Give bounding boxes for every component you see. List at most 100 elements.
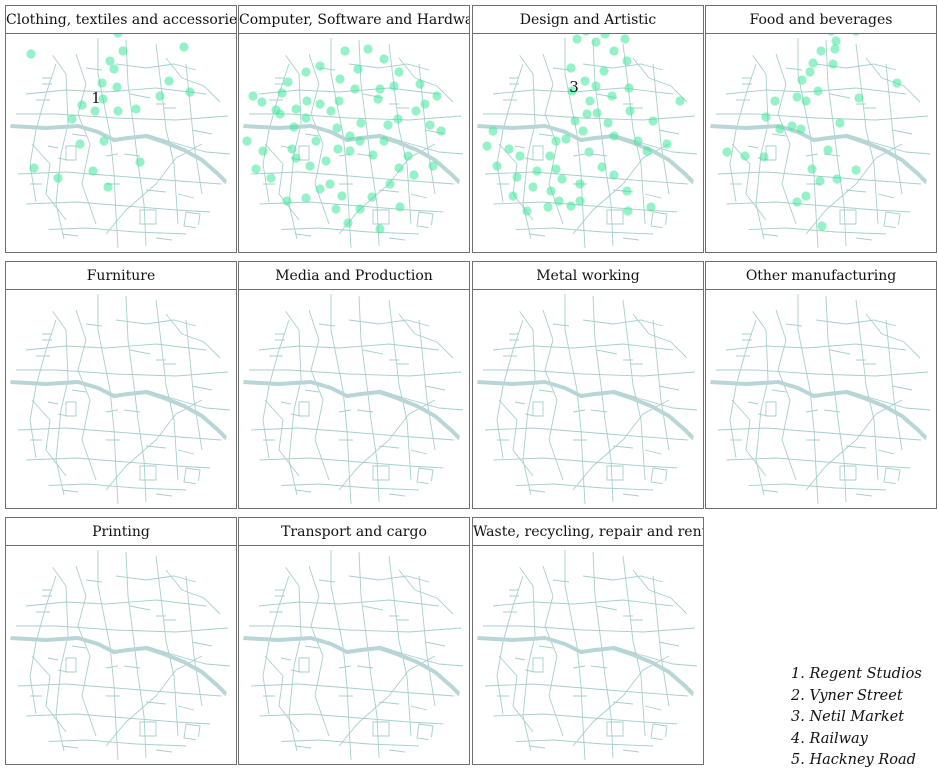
- map-metal: 4: [476, 294, 700, 505]
- point-marker: [662, 139, 672, 149]
- street-line: [298, 401, 310, 417]
- point-marker: [345, 146, 355, 156]
- street-line: [731, 399, 767, 477]
- street-line: [125, 39, 147, 247]
- point-marker: [393, 114, 403, 124]
- point-marker: [582, 109, 592, 119]
- point-marker: [805, 67, 815, 77]
- panel-clothing: Clothing, textiles and accessories 1: [5, 5, 237, 253]
- street-line: [483, 625, 696, 633]
- street-line: [716, 369, 929, 377]
- street-line: [736, 333, 876, 365]
- street-line: [165, 313, 221, 359]
- street-line: [528, 67, 680, 241]
- street-line: [183, 211, 201, 229]
- panel-title: Other manufacturing: [706, 262, 936, 290]
- point-marker: [334, 96, 344, 106]
- point-marker: [428, 161, 438, 171]
- street-line: [358, 551, 380, 759]
- street-line: [262, 575, 290, 715]
- point-marker: [851, 165, 861, 175]
- street-line: [304, 645, 428, 711]
- map-computer: [242, 38, 466, 249]
- street-line: [885, 63, 903, 195]
- point-marker: [395, 202, 405, 212]
- panel-waste: Waste, recycling, repair and renting: [472, 517, 704, 765]
- street-line: [25, 201, 212, 213]
- street-line: [730, 145, 819, 185]
- point-marker: [185, 87, 195, 97]
- point-marker: [403, 151, 413, 161]
- street-line: [612, 645, 698, 667]
- point-marker: [623, 206, 633, 216]
- street-line: [30, 145, 119, 185]
- street-line: [418, 319, 436, 451]
- street-line: [416, 211, 434, 229]
- point-marker: [512, 172, 522, 182]
- street-line: [185, 319, 203, 451]
- street-line: [35, 483, 187, 491]
- map-transport: [242, 550, 466, 761]
- street-line: [484, 683, 689, 697]
- street-network: [476, 38, 700, 249]
- point-marker: [591, 37, 601, 47]
- street-line: [632, 57, 688, 103]
- street-line: [498, 655, 534, 733]
- point-marker: [315, 184, 325, 194]
- street-line: [330, 550, 352, 761]
- street-line: [263, 401, 352, 441]
- point-marker: [113, 34, 123, 38]
- street-network: [242, 294, 466, 505]
- street-line: [97, 38, 119, 249]
- point-marker: [373, 94, 383, 104]
- panel-design: Design and Artistic 3: [472, 5, 704, 253]
- street-line: [45, 45, 69, 240]
- street-line: [25, 457, 212, 469]
- point-marker: [355, 204, 365, 214]
- street-line: [483, 113, 696, 121]
- street-line: [497, 657, 586, 697]
- point-marker: [425, 120, 435, 130]
- street-line: [496, 575, 524, 715]
- street-line: [338, 399, 436, 491]
- street-line: [730, 401, 819, 441]
- point-marker: [759, 152, 769, 162]
- street-line: [264, 655, 300, 733]
- panel-other: Other manufacturing: [705, 261, 937, 509]
- street-line: [185, 63, 203, 195]
- street-line: [139, 209, 157, 225]
- point-marker: [566, 201, 576, 211]
- street-line: [855, 299, 879, 481]
- point-marker: [291, 104, 301, 114]
- street-line: [278, 301, 302, 496]
- street-line: [775, 53, 797, 225]
- point-marker: [29, 163, 39, 173]
- street-line: [650, 723, 668, 741]
- street-line: [75, 309, 97, 481]
- point-marker: [88, 166, 98, 176]
- street-line: [532, 401, 544, 417]
- street-line: [358, 39, 380, 247]
- street-line: [725, 457, 912, 469]
- map-label: 3: [569, 78, 579, 96]
- point-marker: [830, 44, 840, 54]
- point-marker: [832, 174, 842, 184]
- point-marker: [326, 106, 336, 116]
- street-line: [492, 87, 674, 95]
- point-marker: [375, 224, 385, 234]
- street-line: [348, 575, 430, 583]
- street-line: [497, 145, 586, 185]
- street-network: [476, 294, 700, 505]
- street-line: [16, 113, 229, 121]
- point-marker: [648, 116, 658, 126]
- street-line: [761, 67, 913, 241]
- street-line: [268, 739, 420, 747]
- street-line: [532, 657, 544, 673]
- canal: [9, 635, 233, 702]
- street-line: [592, 39, 614, 247]
- map-label: 1: [91, 89, 101, 107]
- street-line: [269, 333, 409, 365]
- point-marker: [808, 58, 818, 68]
- point-marker: [792, 92, 802, 102]
- point-marker: [545, 151, 555, 161]
